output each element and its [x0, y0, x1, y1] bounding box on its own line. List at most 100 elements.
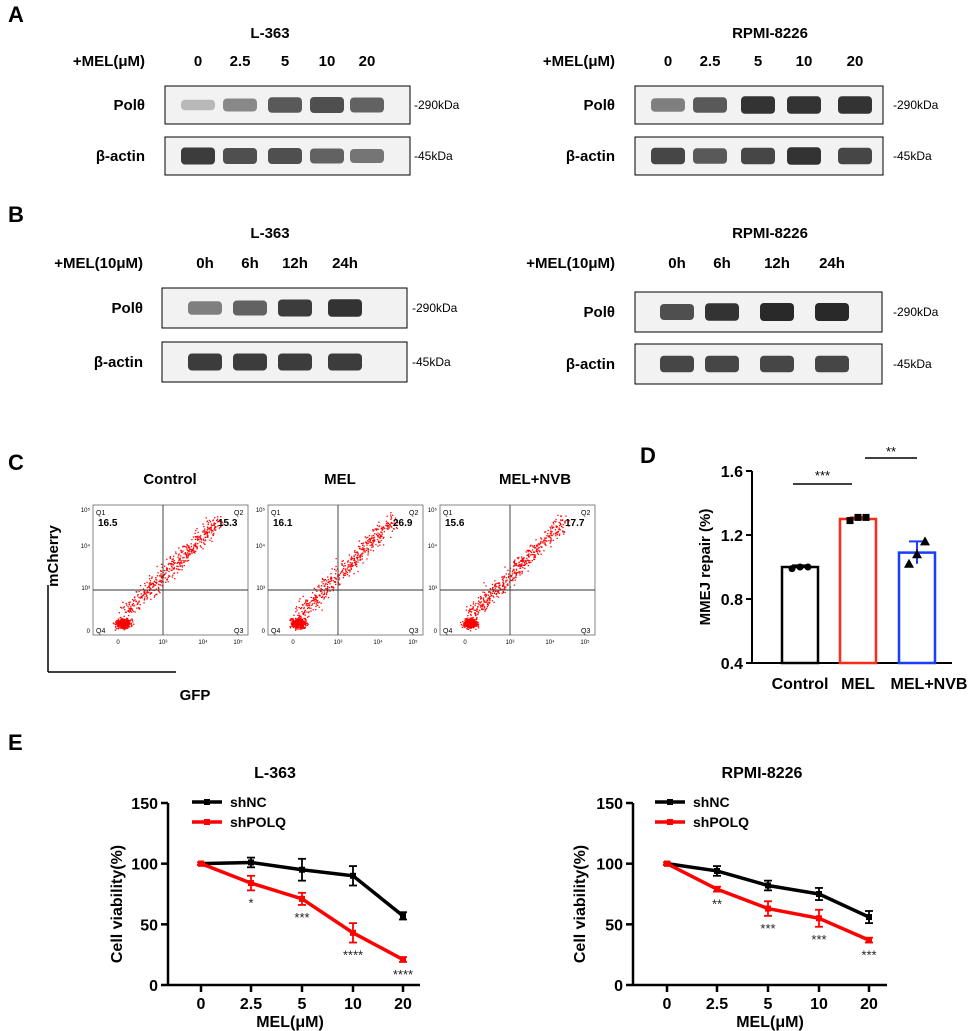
- flow-event-dot: [127, 624, 129, 626]
- flow-event-dot: [519, 565, 521, 567]
- flow-event-dot: [322, 594, 324, 596]
- e2-x-tick-label: 10: [810, 996, 828, 1013]
- flow-event-dot: [377, 534, 379, 536]
- flow-event-dot: [117, 626, 120, 628]
- blot-band: [651, 98, 685, 112]
- flow-event-dot: [353, 555, 355, 557]
- flow-event-dot: [552, 521, 554, 523]
- flow-event-dot: [291, 625, 293, 627]
- flow-event-dot: [312, 609, 314, 611]
- flow-event-dot: [146, 590, 148, 592]
- flow-event-dot: [371, 544, 373, 546]
- flow-event-dot: [323, 591, 325, 593]
- panel-letter-b: B: [8, 202, 24, 227]
- flow-event-dot: [515, 573, 517, 576]
- flow-event-dot: [312, 598, 315, 600]
- flow-event-dot: [515, 568, 517, 570]
- flow-event-dot: [355, 556, 358, 559]
- flow-event-dot: [121, 624, 123, 627]
- flow-x-tick: 10⁴: [373, 639, 383, 646]
- flow-event-dot: [377, 541, 380, 543]
- flow-event-dot: [464, 624, 466, 626]
- flow-event-dot: [353, 558, 355, 561]
- flow-event-dot: [299, 598, 301, 600]
- blot-lane-label: 10: [319, 53, 336, 70]
- blot-lane-label: 24h: [332, 255, 358, 272]
- flow-event-dot: [540, 546, 542, 548]
- flow-event-dot: [365, 549, 368, 551]
- flow-event-dot: [518, 571, 520, 573]
- flow-event-dot: [513, 584, 516, 586]
- flow-event-dot: [470, 608, 472, 611]
- flow-event-dot: [477, 625, 480, 627]
- flow-event-dot: [540, 538, 543, 540]
- flow-event-dot: [359, 559, 361, 561]
- flow-event-dot: [297, 628, 299, 630]
- flow-event-dot: [502, 583, 504, 586]
- flow-event-dot: [125, 623, 127, 625]
- d-y-tick-label: 0.8: [721, 592, 743, 609]
- flow-event-dot: [536, 548, 538, 550]
- flow-event-dot: [372, 550, 375, 552]
- flow-event-dot: [372, 542, 374, 544]
- flow-event-dot: [533, 558, 535, 560]
- flow-event-dot: [196, 538, 199, 540]
- flow-event-dot: [536, 546, 538, 548]
- flow-event-dot: [146, 594, 148, 597]
- flow-event-dot: [308, 604, 311, 606]
- flow-event-dot: [348, 564, 350, 566]
- flow-event-dot: [295, 628, 297, 630]
- flow-event-dot: [203, 542, 205, 544]
- flow-event-dot: [297, 618, 299, 620]
- flow-event-dot: [293, 621, 295, 623]
- flow-event-dot: [218, 520, 220, 523]
- flow-event-dot: [172, 564, 175, 566]
- flow-event-dot: [122, 625, 124, 627]
- flow-event-dot: [484, 610, 486, 612]
- flow-event-dot: [393, 520, 395, 522]
- flow-event-dot: [480, 601, 483, 603]
- flow-event-dot: [551, 534, 553, 536]
- flow-event-dot: [199, 545, 201, 547]
- flow-event-dot: [295, 611, 297, 613]
- flow-event-dot: [472, 601, 475, 603]
- flow-event-dot: [472, 620, 474, 622]
- flow-event-dot: [315, 595, 317, 598]
- flow-event-dot: [483, 606, 486, 608]
- flow-event-dot: [354, 551, 356, 553]
- blot-band: [223, 98, 257, 112]
- blot-band: [838, 147, 872, 165]
- flow-event-dot: [513, 561, 515, 563]
- d-y-tick-label: 0.4: [721, 656, 743, 673]
- flow-event-dot: [131, 624, 133, 626]
- flow-event-dot: [168, 562, 170, 564]
- quadrant-q2-value: 15.3: [218, 518, 238, 529]
- flow-event-dot: [514, 564, 516, 566]
- flow-event-dot: [203, 525, 205, 528]
- flow-event-dot: [514, 576, 517, 578]
- flow-event-dot: [189, 548, 191, 550]
- flow-event-dot: [364, 548, 366, 550]
- flow-event-dot: [299, 623, 301, 625]
- flow-event-dot: [211, 540, 213, 543]
- d-data-point: [912, 549, 922, 559]
- flow-event-dot: [356, 564, 358, 566]
- flow-event-dot: [386, 515, 388, 517]
- flow-event-dot: [117, 623, 119, 625]
- flow-event-dot: [193, 546, 195, 548]
- flow-event-dot: [148, 575, 151, 577]
- flow-event-dot: [139, 597, 142, 599]
- flow-event-dot: [133, 600, 135, 602]
- flow-event-dot: [526, 557, 528, 559]
- flow-event-dot: [481, 597, 483, 599]
- flow-event-dot: [363, 545, 365, 547]
- flow-event-dot: [298, 600, 300, 602]
- flow-event-dot: [390, 522, 393, 524]
- flow-event-dot: [496, 586, 498, 588]
- flow-event-dot: [523, 557, 525, 560]
- flow-event-dot: [330, 579, 332, 581]
- flow-event-dot: [125, 626, 127, 628]
- flow-event-dot: [323, 596, 325, 599]
- flow-event-dot: [355, 551, 357, 554]
- flow-event-dot: [342, 569, 344, 571]
